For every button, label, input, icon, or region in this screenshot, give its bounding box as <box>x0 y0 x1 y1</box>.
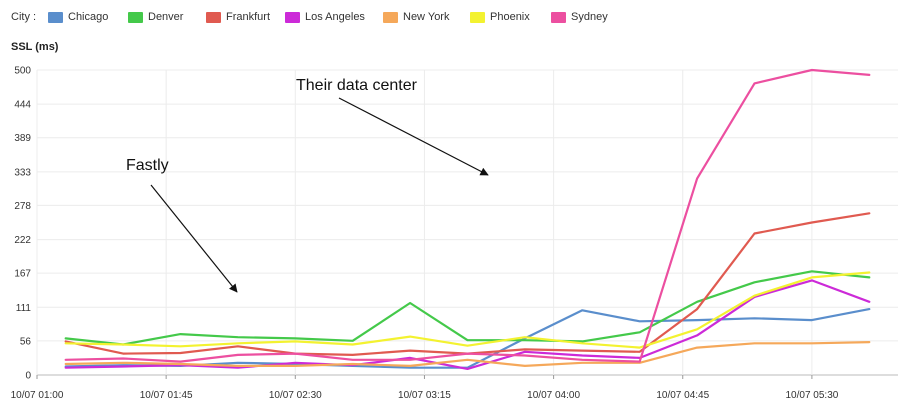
legend-swatch <box>206 11 221 23</box>
x-tick-label: 10/07 01:00 <box>11 390 64 401</box>
series-line-new-york[interactable] <box>64 341 871 367</box>
series-line-denver[interactable] <box>64 270 871 346</box>
legend-item-label: Sydney <box>571 11 608 23</box>
legend: City : Chicago Denver Frankfurt Los Ange… <box>0 0 900 34</box>
annotations: Fastly Their data center <box>126 77 489 293</box>
y-tick-label: 389 <box>14 133 31 144</box>
legend-item-phoenix[interactable]: Phoenix <box>470 10 530 24</box>
legend-item-label: Chicago <box>68 11 109 23</box>
legend-swatch <box>383 11 398 23</box>
annotation-fastly-label: Fastly <box>126 157 169 174</box>
legend-label: City : <box>11 11 37 23</box>
legend-item-los-angeles[interactable]: Los Angeles <box>285 10 365 24</box>
legend-swatch <box>285 11 300 23</box>
y-tick-label: 500 <box>14 66 31 77</box>
legend-swatch <box>128 11 143 23</box>
y-tick-label: 111 <box>16 303 32 314</box>
legend-item-label: Phoenix <box>490 11 530 23</box>
x-tick-label: 10/07 01:45 <box>140 390 193 401</box>
series-line-los-angeles[interactable] <box>64 279 871 370</box>
legend-item-label: Frankfurt <box>226 11 271 23</box>
legend-item-denver[interactable]: Denver <box>128 10 183 24</box>
legend-item-label: Denver <box>148 11 184 23</box>
y-tick-label: 56 <box>20 336 32 347</box>
x-tick-label: 10/07 02:30 <box>269 390 322 401</box>
legend-swatch <box>48 11 63 23</box>
legend-swatch <box>551 11 566 23</box>
legend-item-new-york[interactable]: New York <box>383 10 449 24</box>
legend-item-frankfurt[interactable]: Frankfurt <box>206 10 270 24</box>
y-tick-label: 222 <box>14 235 31 246</box>
series-line-phoenix[interactable] <box>64 271 871 349</box>
legend-swatch <box>470 11 485 23</box>
annotation-fastly-arrow <box>150 184 238 293</box>
series-lines <box>64 68 871 370</box>
y-axis-title: SSL (ms) <box>11 41 59 53</box>
y-tick-label: 0 <box>25 371 31 382</box>
series-line-sydney[interactable] <box>64 68 871 363</box>
y-axis-ticks: 0 56 111 167 222 278 333 389 444 500 <box>14 66 31 382</box>
y-tick-label: 167 <box>14 269 31 280</box>
y-tick-label: 278 <box>14 201 31 212</box>
annotation-data-center-label: Their data center <box>296 77 418 94</box>
legend-item-chicago[interactable]: Chicago <box>48 10 108 24</box>
legend-item-label: New York <box>403 11 450 23</box>
gridlines <box>36 69 898 376</box>
x-tick-label: 10/07 04:00 <box>527 390 580 401</box>
y-tick-label: 444 <box>14 100 31 111</box>
annotation-data-center-arrow <box>338 97 489 176</box>
x-tick-label: 10/07 05:30 <box>785 390 838 401</box>
x-tick-label: 10/07 04:45 <box>656 390 709 401</box>
x-tick-label: 10/07 03:15 <box>398 390 451 401</box>
y-tick-label: 333 <box>14 167 31 178</box>
legend-item-sydney[interactable]: Sydney <box>551 10 608 24</box>
legend-item-label: Los Angeles <box>305 11 365 23</box>
x-axis-ticks: 10/07 01:00 10/07 01:45 10/07 02:30 10/07 0… <box>11 375 839 401</box>
